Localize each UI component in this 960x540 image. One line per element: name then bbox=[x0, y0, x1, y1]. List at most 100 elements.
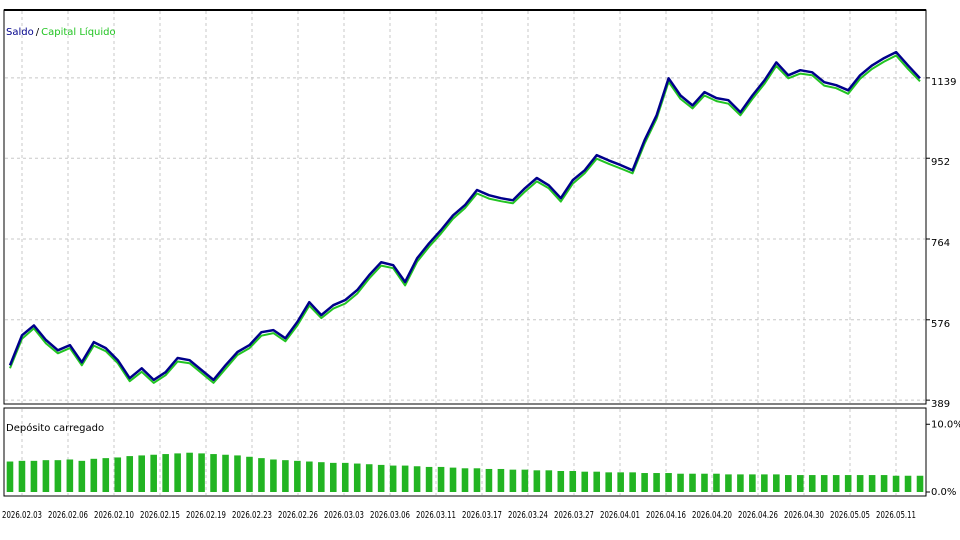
bar bbox=[653, 473, 660, 492]
bar bbox=[377, 464, 385, 492]
bar bbox=[916, 475, 924, 492]
bar bbox=[880, 475, 888, 492]
bar bbox=[18, 460, 26, 492]
bar bbox=[6, 461, 14, 492]
bar bbox=[102, 458, 110, 492]
x-tick-label: 2026.02.10 bbox=[94, 510, 134, 521]
series-line bbox=[9, 54, 921, 384]
bar bbox=[509, 469, 517, 492]
bar bbox=[677, 473, 684, 492]
bar bbox=[689, 473, 696, 492]
bar bbox=[329, 462, 337, 492]
bar bbox=[557, 471, 565, 492]
bar bbox=[437, 466, 445, 492]
legend-separator: / bbox=[36, 27, 40, 38]
bar bbox=[150, 454, 157, 492]
legend-entry: Saldo bbox=[6, 27, 34, 38]
legend-entry: Capital Líquido bbox=[41, 26, 116, 38]
x-tick-label: 2026.03.11 bbox=[416, 510, 456, 521]
x-tick-label: 2026.02.23 bbox=[232, 510, 272, 521]
x-tick-label: 2026.03.24 bbox=[508, 510, 548, 521]
bar bbox=[892, 475, 900, 492]
bar bbox=[856, 475, 864, 492]
bar bbox=[210, 454, 217, 492]
x-tick-label: 2026.02.03 bbox=[2, 510, 42, 521]
bar bbox=[282, 460, 289, 492]
bar bbox=[246, 456, 253, 492]
bar bbox=[725, 474, 732, 492]
bar bbox=[665, 473, 672, 492]
bar bbox=[785, 475, 792, 492]
x-tick-label: 2026.03.06 bbox=[370, 510, 410, 521]
bar bbox=[533, 470, 541, 492]
bar bbox=[808, 475, 816, 492]
bar bbox=[198, 453, 205, 492]
bar bbox=[832, 475, 840, 492]
bar bbox=[569, 471, 577, 492]
x-tick-label: 2026.04.20 bbox=[692, 510, 732, 521]
bar bbox=[234, 455, 241, 492]
x-tick-label: 2026.05.11 bbox=[876, 510, 916, 521]
bar bbox=[389, 465, 397, 492]
y-tick-label: 952 bbox=[931, 157, 950, 168]
y-tick-label: 1139 bbox=[931, 77, 956, 88]
bar bbox=[713, 473, 720, 492]
x-tick-label: 2026.03.27 bbox=[554, 510, 594, 521]
y-tick-label: 0.0% bbox=[931, 487, 956, 498]
bar bbox=[449, 467, 457, 492]
bar bbox=[413, 466, 421, 492]
bar bbox=[365, 464, 373, 492]
x-tick-label: 2026.04.01 bbox=[600, 510, 640, 521]
x-tick-label: 2026.03.17 bbox=[462, 510, 502, 521]
bar bbox=[30, 460, 38, 492]
bar bbox=[593, 471, 601, 492]
x-tick-label: 2026.05.05 bbox=[830, 510, 870, 521]
bar bbox=[605, 472, 612, 492]
legend: Saldo / Capital Líquido bbox=[6, 26, 116, 38]
x-tick-label: 2026.03.03 bbox=[324, 510, 364, 521]
x-tick-label: 2026.02.15 bbox=[140, 510, 180, 521]
bar bbox=[844, 475, 852, 492]
bar bbox=[78, 460, 86, 492]
bar bbox=[258, 458, 265, 492]
bar bbox=[497, 468, 505, 492]
x-tick-label: 2026.04.16 bbox=[646, 510, 686, 521]
bar bbox=[701, 473, 708, 492]
bar bbox=[294, 460, 301, 492]
bar bbox=[737, 474, 744, 492]
bar bbox=[306, 461, 313, 492]
x-tick-label: 2026.02.26 bbox=[278, 510, 318, 521]
bar bbox=[545, 470, 553, 492]
y-tick-label: 576 bbox=[931, 319, 950, 330]
bar bbox=[868, 475, 876, 492]
bar bbox=[629, 472, 636, 492]
bar bbox=[761, 474, 768, 492]
x-tick-label: 2026.02.06 bbox=[48, 510, 88, 521]
bar bbox=[796, 475, 804, 492]
bar bbox=[425, 466, 433, 492]
bar bbox=[66, 459, 74, 492]
bar bbox=[641, 473, 648, 492]
bar bbox=[617, 472, 624, 492]
bar bbox=[222, 454, 229, 492]
bar bbox=[749, 474, 756, 492]
x-tick-label: 2026.04.26 bbox=[738, 510, 778, 521]
bar bbox=[162, 454, 169, 492]
bar bbox=[461, 468, 469, 492]
bar bbox=[773, 474, 780, 492]
bar bbox=[341, 462, 349, 492]
bar bbox=[485, 468, 493, 492]
x-tick-label: 2026.02.19 bbox=[186, 510, 226, 521]
bar bbox=[904, 475, 912, 492]
plot-layer: 2026.02.03 2026.02.06 2026.02.10 2026.02.15… bbox=[2, 11, 960, 521]
bar bbox=[270, 459, 277, 492]
bar bbox=[42, 460, 50, 492]
panel-title: Depósito carregado bbox=[6, 422, 104, 434]
bar bbox=[318, 462, 325, 492]
bar bbox=[114, 457, 122, 492]
y-tick-label: 10.0% bbox=[931, 419, 960, 430]
bar bbox=[353, 463, 361, 492]
x-tick-label: 2026.04.30 bbox=[784, 510, 824, 521]
